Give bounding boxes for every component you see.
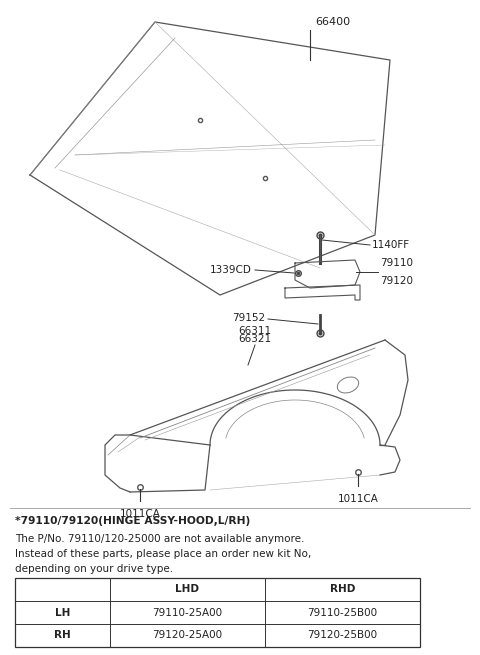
Text: *79110/79120(HINGE ASSY-HOOD,L/RH): *79110/79120(HINGE ASSY-HOOD,L/RH): [15, 516, 250, 526]
Text: 1011CA: 1011CA: [120, 509, 160, 519]
Text: 79120: 79120: [380, 276, 413, 286]
Text: 1140FF: 1140FF: [372, 240, 410, 250]
Text: RH: RH: [54, 631, 71, 641]
Text: 66321: 66321: [239, 334, 272, 344]
Text: The P/No. 79110/120-25000 are not available anymore.: The P/No. 79110/120-25000 are not availa…: [15, 534, 304, 544]
Text: 1339CD: 1339CD: [210, 265, 252, 275]
Bar: [15, 578, 420, 647]
Text: 66311: 66311: [239, 326, 272, 336]
Text: 79110-25B00: 79110-25B00: [307, 607, 378, 618]
Text: 1011CA: 1011CA: [337, 494, 378, 504]
Text: 79120-25B00: 79120-25B00: [307, 631, 378, 641]
Text: 79152: 79152: [232, 313, 265, 323]
Text: RHD: RHD: [330, 584, 355, 595]
Text: 79120-25A00: 79120-25A00: [153, 631, 223, 641]
Text: 79110: 79110: [380, 258, 413, 268]
Text: 66400: 66400: [315, 17, 350, 27]
Text: LHD: LHD: [176, 584, 200, 595]
Text: Instead of these parts, please place an order new kit No,: Instead of these parts, please place an …: [15, 549, 311, 559]
Text: depending on your drive type.: depending on your drive type.: [15, 564, 173, 574]
Text: 79110-25A00: 79110-25A00: [153, 607, 223, 618]
Text: LH: LH: [55, 607, 70, 618]
